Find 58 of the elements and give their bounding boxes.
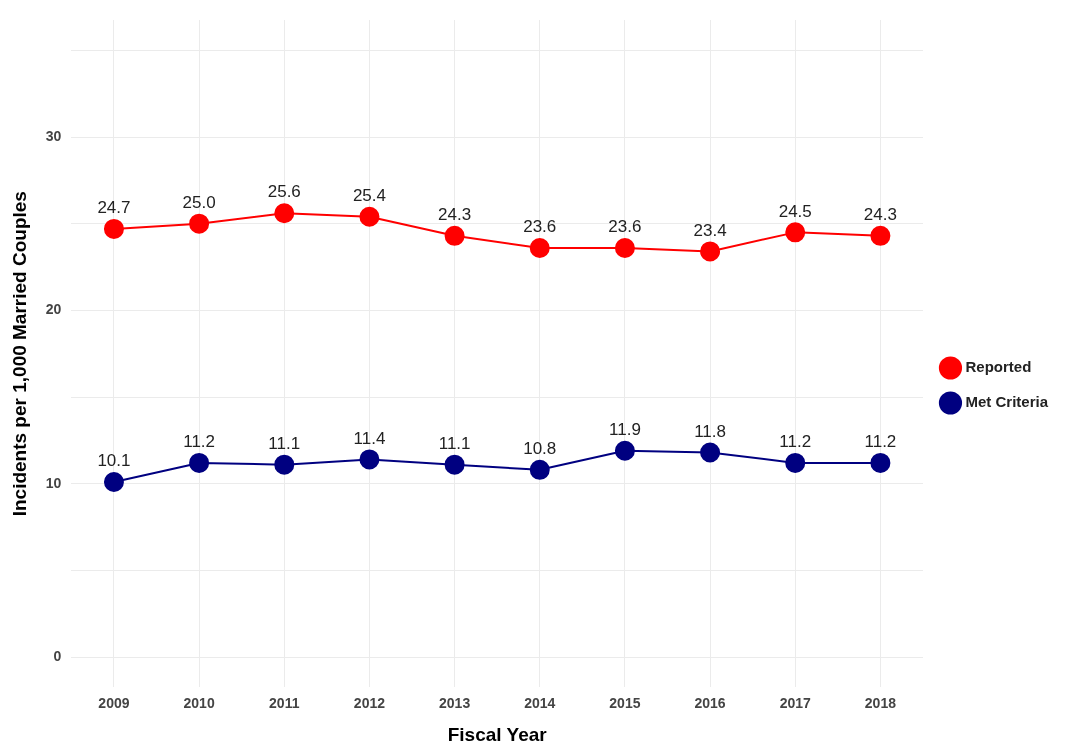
point [444,225,465,246]
point [614,440,635,461]
data-label: 25.6 [267,182,301,202]
x-tick-label: 2017 [779,694,812,711]
point [870,452,891,473]
data-label: 24.3 [438,205,472,225]
data-label: 23.6 [608,217,642,237]
data-label: 11.1 [438,433,471,453]
data-label: 25.0 [182,192,216,212]
data-label: 11.2 [183,432,216,452]
point [274,454,295,475]
x-tick-label: 2013 [439,694,471,711]
x-tick-label: 2014 [524,694,556,711]
point [359,206,380,227]
point [444,454,465,475]
point [103,218,124,239]
data-label: 11.2 [864,432,897,452]
data-label: 24.7 [97,198,131,218]
y-tick-label: 0 [53,647,62,664]
data-label: 10.1 [97,451,131,471]
x-tick-label: 2011 [269,694,300,711]
point [189,452,210,473]
y-tick-label: 20 [45,301,62,318]
data-label: 25.4 [352,185,386,205]
data-label: 11.4 [353,428,386,448]
data-label: 10.8 [523,439,557,459]
x-tick-label: 2012 [353,694,386,711]
x-axis-title: Fiscal Year [447,723,548,745]
point [274,203,295,224]
data-label: 11.8 [694,421,726,441]
point [529,237,550,258]
x-tick-label: 2009 [98,694,130,711]
y-axis-title: Incidents per 1,000 Married Couples [8,191,30,517]
y-tick-label: 10 [45,474,62,491]
point [359,449,380,470]
x-tick-label: 2018 [864,694,897,711]
x-tick-label: 2010 [183,694,215,711]
x-tick-label: 2015 [609,694,641,711]
point [529,459,550,480]
data-label: 11.9 [609,419,641,439]
point [700,442,721,463]
legend-label: Met Criteria [965,393,1049,411]
point [189,213,210,234]
y-tick-label: 30 [45,127,62,144]
point [870,225,891,246]
data-label: 11.1 [268,433,301,453]
data-label: 24.3 [863,205,897,225]
point [700,241,721,262]
data-label: 23.4 [693,220,727,240]
point [614,237,635,258]
data-label: 11.2 [779,432,812,452]
x-tick-label: 2016 [694,694,726,711]
point [103,471,124,492]
point [785,452,806,473]
data-label: 24.5 [778,201,812,221]
legend-label: Reported [965,358,1032,376]
data-label: 23.6 [523,217,557,237]
point [785,222,806,243]
